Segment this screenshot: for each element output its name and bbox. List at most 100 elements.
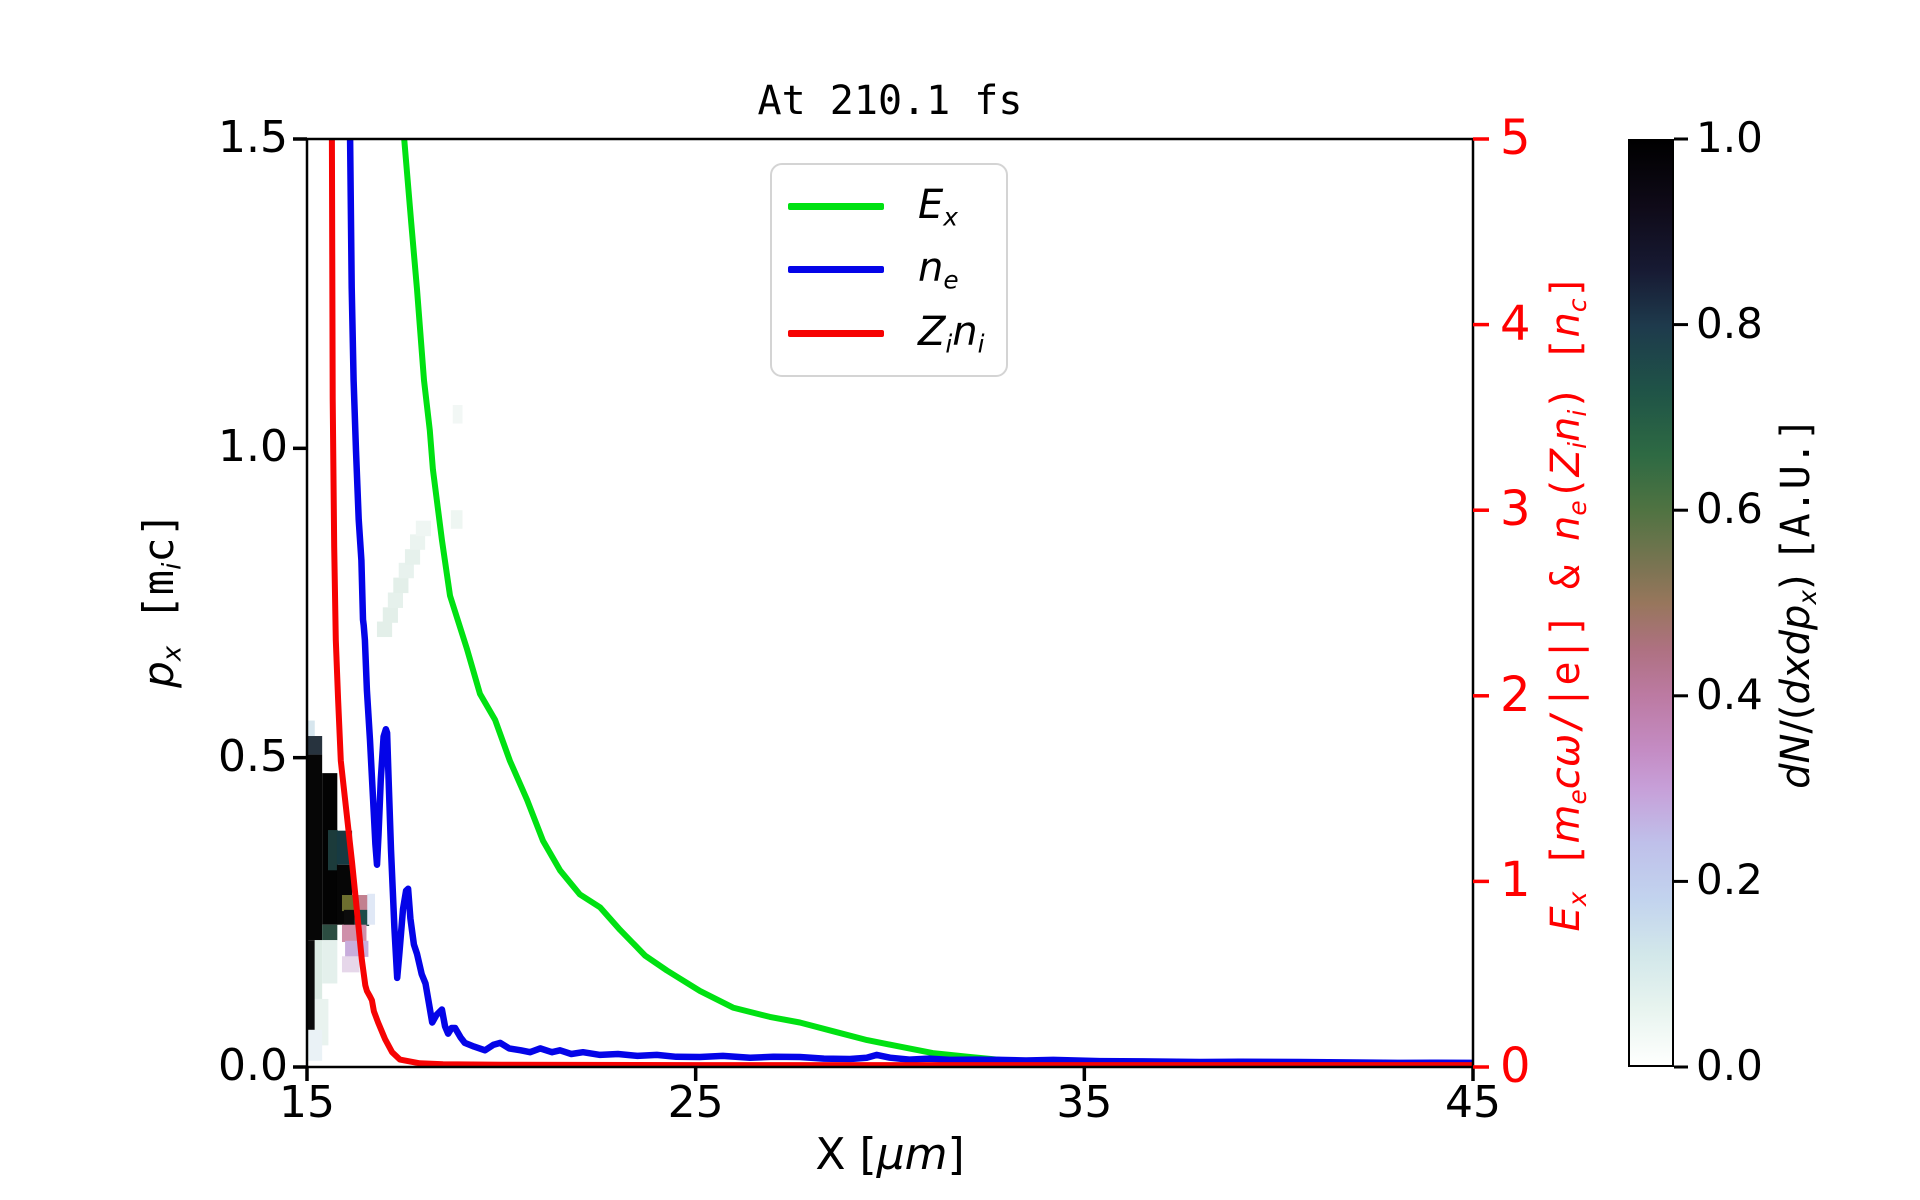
label-segment: (	[1542, 476, 1589, 501]
label-segment: [	[1542, 843, 1589, 892]
label-segment: x	[1793, 589, 1823, 605]
heatmap-cell	[404, 549, 421, 565]
label-segment: e	[1563, 789, 1593, 805]
x-tick-label: 35	[1056, 1077, 1113, 1128]
y-left-tick-label: 0.5	[218, 730, 288, 782]
label-segment: X	[815, 1129, 860, 1180]
heatmap-cell	[307, 736, 323, 755]
heatmap-cell	[382, 607, 398, 623]
legend-entry-Zini: Zini	[788, 302, 985, 365]
y-axis-right-label: Ex [mecω/|e|] & ne(Zini) [nc]	[1542, 274, 1593, 932]
label-segment: /|e|]	[1542, 613, 1589, 734]
y-left-tick-label: 1.5	[218, 111, 288, 163]
legend-box: Ex ne Zini	[770, 163, 1008, 377]
heatmap-cell	[415, 520, 431, 537]
x-axis-label: X [μm]	[815, 1129, 965, 1180]
legend-line-Ex	[788, 203, 884, 211]
label-segment: /(	[1772, 704, 1819, 734]
label-segment: i	[945, 329, 953, 359]
label-segment: [A.U.]	[1772, 417, 1819, 562]
label-segment: n	[1542, 416, 1589, 443]
heatmap-cell	[314, 940, 323, 999]
colorbar-tick-label: 1.0	[1696, 113, 1763, 163]
heatmap-cell	[307, 940, 315, 1030]
heatmap-cell	[327, 830, 338, 871]
label-segment: n	[1542, 515, 1589, 542]
label-segment: e	[1563, 500, 1593, 516]
label-segment: i	[1563, 409, 1593, 417]
colorbar-tick-label: 0.8	[1696, 298, 1763, 348]
label-segment: μm	[876, 1129, 948, 1180]
label-segment: c	[1542, 767, 1589, 790]
chart-title: At 210.1 fs	[757, 78, 1023, 124]
y-right-tick-label: 1	[1500, 852, 1531, 909]
label-segment: [	[859, 1129, 877, 1180]
label-segment: m	[1542, 804, 1589, 844]
y-right-tick-label: 3	[1500, 480, 1531, 537]
heatmap-cell	[452, 405, 463, 424]
label-segment: &	[1542, 541, 1589, 614]
label-segment: n	[1542, 312, 1589, 338]
heatmap-cell	[409, 534, 426, 550]
heatmap-cell	[322, 924, 338, 941]
ne-curve	[346, 139, 1473, 1067]
label-segment: [m	[133, 569, 183, 621]
label-segment: n	[918, 245, 944, 292]
y-axis-left-label: px [mic]	[133, 512, 188, 688]
x-tick-label: 45	[1445, 1077, 1501, 1128]
label-segment: dN	[1772, 733, 1819, 789]
heatmap-cell	[341, 895, 355, 912]
colorbar-label: dN/(dxdpx) [A.U.]	[1772, 417, 1823, 789]
label-segment: n	[952, 308, 978, 355]
y-right-tick-label: 2	[1500, 666, 1531, 723]
label-segment: i	[1563, 442, 1593, 449]
heatmap-cell	[398, 562, 414, 579]
colorbar-tick-label: 0.4	[1696, 669, 1763, 719]
x-tick-label: 15	[279, 1077, 335, 1128]
legend-line-ne	[788, 266, 884, 274]
label-segment: )	[1772, 561, 1819, 590]
heatmap-cell	[345, 940, 369, 957]
colorbar-tick-label: 0.0	[1696, 1041, 1763, 1091]
heatmap-cell	[307, 1029, 323, 1061]
legend-entry-Ex: Ex	[788, 175, 982, 238]
legend-label-Zini: Zini	[918, 309, 985, 358]
heatmap-cell	[387, 592, 404, 608]
label-segment: ]	[1542, 274, 1589, 299]
label-segment: p	[133, 661, 183, 688]
label-segment: x	[943, 202, 958, 232]
label-segment: ]	[947, 1129, 965, 1180]
heatmap-cell	[307, 720, 315, 737]
label-segment: x	[1563, 891, 1593, 907]
colorbar-tick-label: 0.6	[1696, 484, 1763, 534]
legend-entry-ne: ne	[788, 238, 982, 301]
label-segment	[134, 621, 183, 646]
legend-label-Ex: Ex	[918, 182, 958, 231]
label-segment: i	[977, 329, 985, 359]
x-tick-label: 25	[667, 1077, 724, 1128]
heatmap-cell	[343, 909, 355, 926]
legend-label-ne: ne	[918, 245, 959, 294]
heatmap-cell	[376, 621, 393, 638]
heatmap-cell	[341, 956, 360, 973]
heatmap-cell	[367, 893, 376, 925]
colorbar-tick-label: 0.2	[1696, 855, 1763, 905]
label-segment: e	[943, 265, 959, 295]
heatmap-cell	[393, 577, 409, 594]
colorbar	[1628, 139, 1674, 1067]
label-segment: Z	[918, 308, 946, 355]
axes-frame	[305, 137, 1475, 1069]
label-segment: E	[918, 181, 944, 228]
legend-line-Zini	[788, 329, 884, 337]
label-segment: [	[1542, 337, 1589, 386]
y-left-tick-label: 1.0	[218, 421, 288, 473]
label-segment: x	[157, 645, 188, 662]
label-segment: c	[1563, 298, 1593, 313]
label-segment: dxdp	[1772, 604, 1819, 705]
label-segment: E	[1542, 906, 1589, 932]
y-right-tick-label: 0	[1500, 1037, 1531, 1094]
heatmap-cell	[307, 754, 323, 941]
y-left-tick-label: 0.0	[218, 1039, 288, 1091]
